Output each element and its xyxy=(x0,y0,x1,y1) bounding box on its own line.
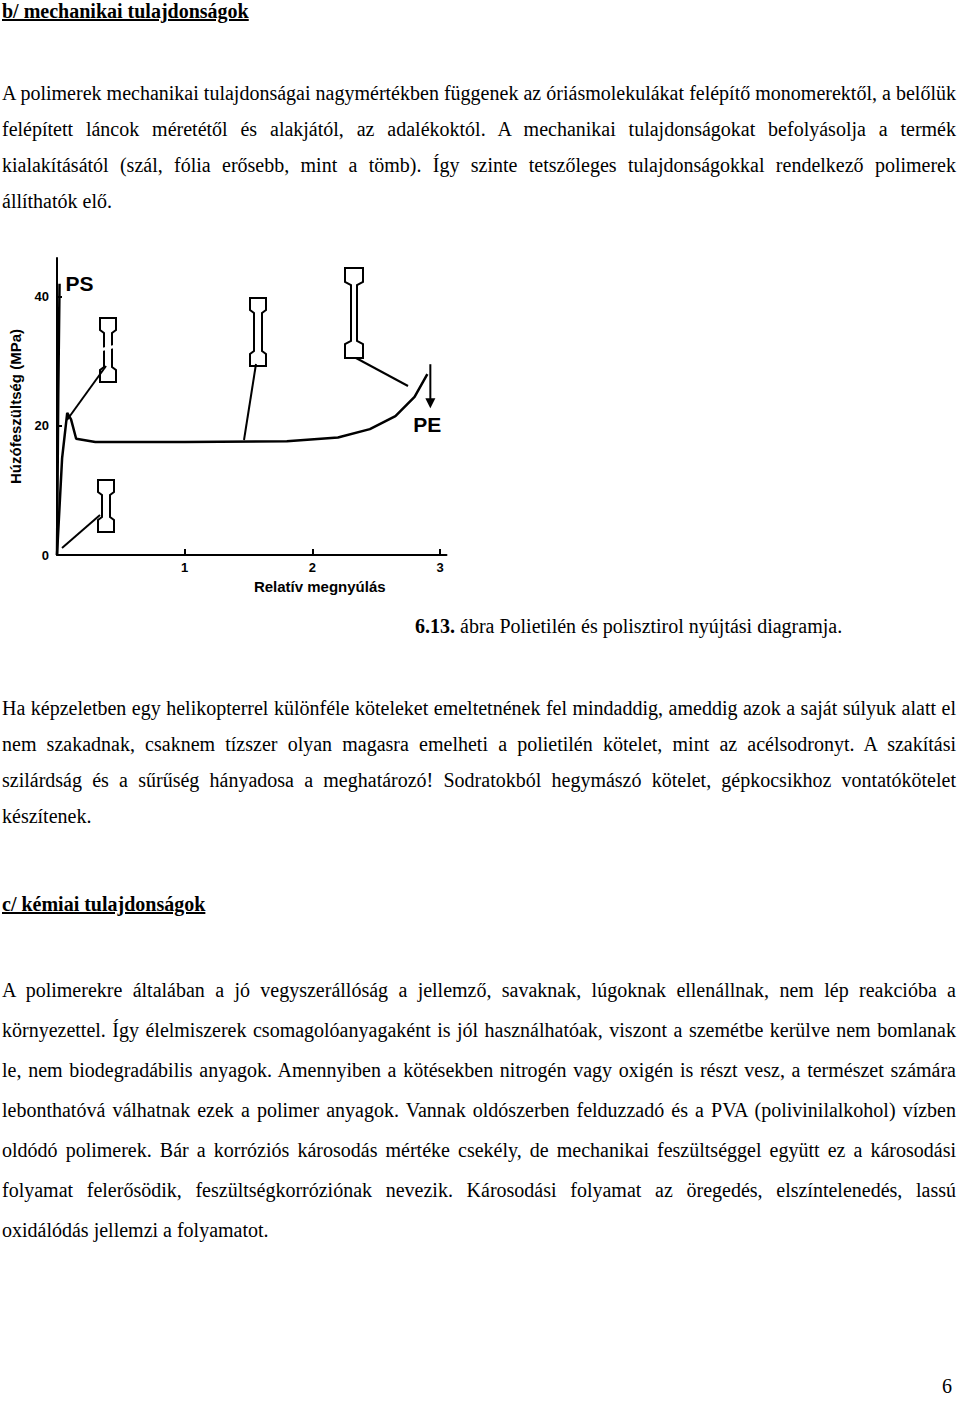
svg-text:40: 40 xyxy=(35,289,49,304)
svg-text:2: 2 xyxy=(309,560,316,575)
html-text:A polimerek mechanikai tulajdo: A polimerek mechanikai tulajdonságai nag… xyxy=(2,82,956,212)
svg-text:20: 20 xyxy=(35,418,49,433)
html-text:A polimerekre általában a jó v: A polimerekre általában a jó vegyszeráll… xyxy=(2,979,956,1241)
svg-text:PS: PS xyxy=(66,272,94,295)
svg-text:1: 1 xyxy=(181,560,188,575)
html-text:c/ kémiai tulajdonságok: c/ kémiai tulajdonságok xyxy=(2,893,206,915)
svg-text:0: 0 xyxy=(42,548,49,563)
svg-text:Húzófeszültség (MPa): Húzófeszültség (MPa) xyxy=(7,329,24,484)
html-text:6: 6 xyxy=(942,1375,952,1397)
svg-text:3: 3 xyxy=(436,560,443,575)
html-text:6.13. ábra Polietilén és polis: 6.13. ábra Polietilén és polisztirol nyú… xyxy=(415,615,843,637)
svg-text:Relatív megnyúlás: Relatív megnyúlás xyxy=(254,578,386,595)
svg-text:PE: PE xyxy=(413,413,441,436)
html-text:b/ mechanikai tulajdonságok: b/ mechanikai tulajdonságok xyxy=(2,0,249,22)
html-text:Ha képzeletben egy helikopterr: Ha képzeletben egy helikopterrel különfé… xyxy=(2,697,956,827)
